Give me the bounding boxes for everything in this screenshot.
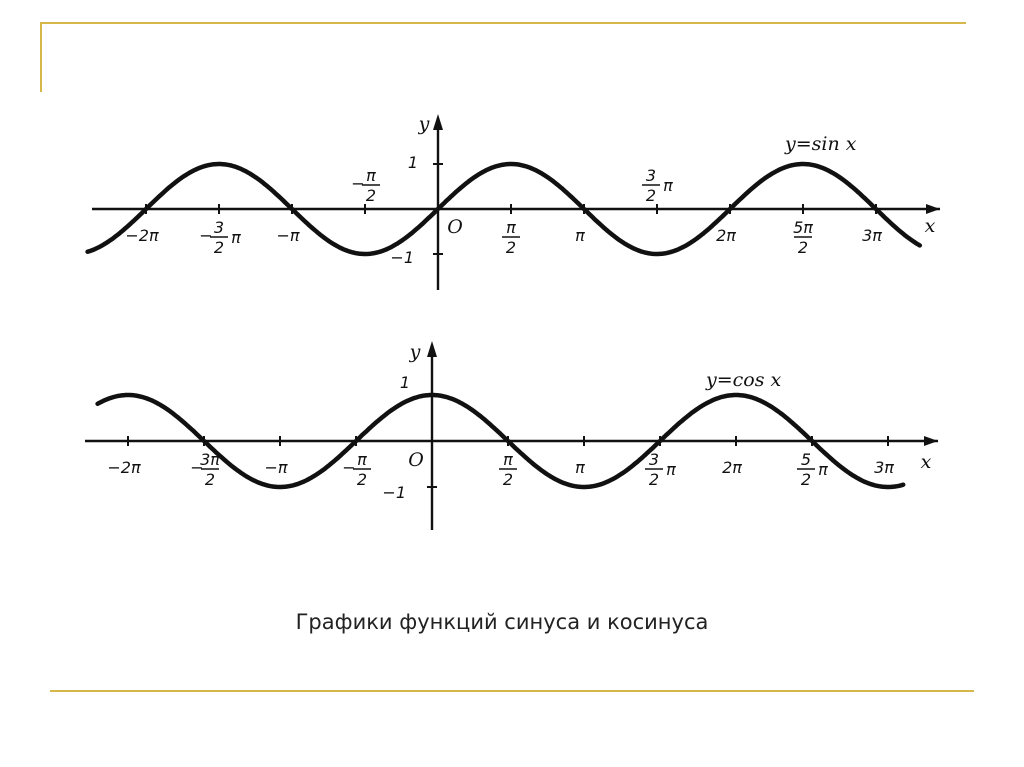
cos-x-tick-frac-num: 5 (801, 450, 811, 469)
cos-x-tick-label: π (575, 458, 585, 477)
cos-x-tick-frac-num: π (357, 450, 367, 469)
sin-origin-label: O (447, 216, 463, 238)
left-rule (40, 22, 42, 92)
sin-x-tick-frac-den: 2 (366, 186, 376, 205)
sin-x-tick-frac-den: 2 (798, 238, 808, 257)
cos-x-tick-suffix: π (818, 460, 828, 479)
cos-x-tick-frac-num: π (503, 450, 513, 469)
cos-x-tick-sign: − (342, 458, 355, 477)
cos-x-tick-suffix: π (666, 460, 676, 479)
cos-x-tick-frac-num: 3π (200, 450, 220, 469)
sin-x-tick-label: 2π (716, 226, 736, 245)
sin-x-tick-frac-num: 5π (793, 218, 813, 237)
cos-x-tick-frac-den: 2 (801, 470, 811, 489)
sin-y-tick-label: −1 (390, 248, 414, 267)
sin-x-tick-suffix: π (231, 228, 241, 247)
sin-x-tick-frac-num: π (506, 218, 516, 237)
caption: Графики функций синуса и косинуса (295, 610, 709, 634)
sin-x-tick-sign: − (351, 174, 364, 193)
cos-x-tick-label: −π (264, 458, 287, 477)
sin-x-tick-frac-den: 2 (506, 238, 516, 257)
cos-x-tick-frac-den: 2 (205, 470, 215, 489)
cos-x-tick-frac-den: 2 (357, 470, 367, 489)
cos-y-label: y (409, 341, 421, 363)
sin-curve (85, 161, 923, 257)
cos-x-tick-frac-den: 2 (503, 470, 513, 489)
top-rule (40, 22, 966, 24)
sin-x-tick-label: 3π (862, 226, 882, 245)
sin-x-tick-label: −2π (125, 226, 159, 245)
sin-y-axis-arrow (433, 114, 443, 130)
sin-x-tick-label: π (575, 226, 585, 245)
sin-x-label: x (925, 215, 936, 237)
cos-origin-label: O (408, 449, 424, 471)
sin-x-tick-frac-num: π (366, 166, 376, 185)
cos-x-tick-label: 2π (722, 458, 742, 477)
cos-x-axis-arrow (924, 436, 938, 446)
sin-x-tick-sign: − (199, 226, 212, 245)
sin-x-tick-frac-num: 3 (214, 218, 224, 237)
sin-x-tick-frac-den: 2 (214, 238, 224, 257)
sin-x-axis-arrow (926, 204, 940, 214)
cos-y-axis-arrow (427, 341, 437, 357)
cos-y-tick-label: −1 (382, 483, 406, 502)
sin-x-tick-label: −π (276, 226, 299, 245)
sin-y-label: y (418, 113, 430, 135)
cos-x-tick-frac-num: 3 (649, 450, 659, 469)
cos-curve (95, 392, 906, 490)
cos-x-label: x (921, 451, 932, 473)
cos-x-tick-sign: − (190, 458, 203, 477)
cos-x-tick-frac-den: 2 (649, 470, 659, 489)
sin-curve-label: y=sin x (784, 133, 857, 155)
sin-x-tick-suffix: π (663, 176, 673, 195)
bottom-rule (50, 690, 974, 692)
sin-x-tick-frac-den: 2 (646, 186, 656, 205)
sin-y-tick-label: 1 (408, 153, 418, 172)
cos-x-tick-label: −2π (107, 458, 141, 477)
cos-y-tick-label: 1 (400, 373, 410, 392)
cos-curve-label: y=cos x (705, 369, 782, 391)
cos-x-tick-label: 3π (874, 458, 894, 477)
sin-x-tick-frac-num: 3 (646, 166, 656, 185)
